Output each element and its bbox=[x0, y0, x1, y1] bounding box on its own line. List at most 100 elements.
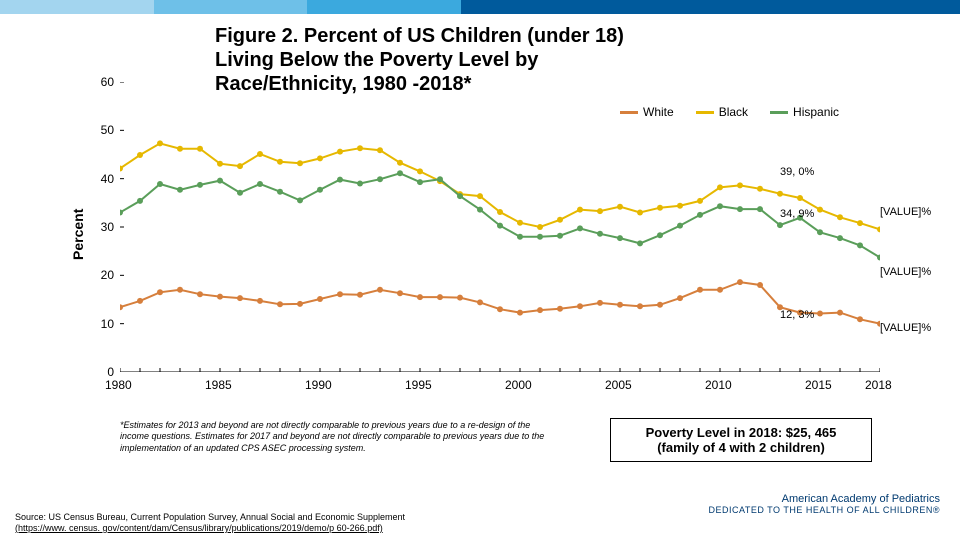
series-marker bbox=[537, 307, 543, 313]
series-marker bbox=[697, 287, 703, 293]
data-label: [VALUE]% bbox=[880, 322, 931, 334]
series-marker bbox=[677, 203, 683, 209]
series-marker bbox=[657, 302, 663, 308]
y-tick-label: 10 bbox=[101, 317, 114, 331]
poverty-box-line1: Poverty Level in 2018: $25, 465 bbox=[621, 425, 861, 440]
series-marker bbox=[197, 291, 203, 297]
series-marker bbox=[497, 209, 503, 215]
series-marker bbox=[177, 187, 183, 193]
series-marker bbox=[797, 195, 803, 201]
poverty-level-box: Poverty Level in 2018: $25, 465 (family … bbox=[610, 418, 872, 462]
series-marker bbox=[277, 159, 283, 165]
series-marker bbox=[777, 222, 783, 228]
series-marker bbox=[257, 151, 263, 157]
series-marker bbox=[397, 290, 403, 296]
series-marker bbox=[337, 149, 343, 155]
series-marker bbox=[717, 184, 723, 190]
stripe bbox=[154, 0, 308, 14]
series-marker bbox=[737, 206, 743, 212]
series-marker bbox=[417, 168, 423, 174]
stripe bbox=[0, 0, 154, 14]
source-line2: (https://www. census. gov/content/dam/Ce… bbox=[15, 523, 515, 534]
series-marker bbox=[557, 217, 563, 223]
series-marker bbox=[757, 282, 763, 288]
series-marker bbox=[617, 235, 623, 241]
y-tick-label: 50 bbox=[101, 123, 114, 137]
series-marker bbox=[377, 176, 383, 182]
series-marker bbox=[777, 191, 783, 197]
series-marker bbox=[397, 160, 403, 166]
series-marker bbox=[697, 212, 703, 218]
data-label: [VALUE]% bbox=[880, 266, 931, 278]
stripe bbox=[461, 0, 960, 14]
series-marker bbox=[557, 306, 563, 312]
series-marker bbox=[577, 303, 583, 309]
series-marker bbox=[237, 295, 243, 301]
series-marker bbox=[737, 279, 743, 285]
series-marker bbox=[717, 287, 723, 293]
series-marker bbox=[237, 190, 243, 196]
series-marker bbox=[137, 298, 143, 304]
series-marker bbox=[297, 197, 303, 203]
series-marker bbox=[657, 232, 663, 238]
series-marker bbox=[477, 299, 483, 305]
footnote-text: *Estimates for 2013 and beyond are not d… bbox=[120, 420, 560, 454]
logo-tagline: DEDICATED TO THE HEALTH OF ALL CHILDREN® bbox=[708, 505, 940, 515]
series-marker bbox=[357, 145, 363, 151]
series-marker bbox=[237, 163, 243, 169]
series-marker bbox=[417, 179, 423, 185]
series-marker bbox=[697, 198, 703, 204]
series-marker bbox=[637, 210, 643, 216]
series-marker bbox=[317, 187, 323, 193]
source-line1: Source: US Census Bureau, Current Popula… bbox=[15, 512, 515, 523]
chart-plot-area bbox=[120, 82, 880, 372]
x-tick-label: 1980 bbox=[105, 378, 132, 392]
chart-title-line2: Living Below the Poverty Level by bbox=[215, 48, 624, 72]
x-tick-label: 2000 bbox=[505, 378, 532, 392]
y-tick-label: 40 bbox=[101, 172, 114, 186]
series-marker bbox=[317, 296, 323, 302]
series-line-white bbox=[120, 282, 880, 324]
chart-title-line1: Figure 2. Percent of US Children (under … bbox=[215, 24, 624, 48]
series-marker bbox=[337, 291, 343, 297]
x-tick-label: 2010 bbox=[705, 378, 732, 392]
series-marker bbox=[197, 146, 203, 152]
series-marker bbox=[817, 311, 823, 317]
x-tick-label: 1990 bbox=[305, 378, 332, 392]
x-tick-label: 1995 bbox=[405, 378, 432, 392]
series-marker bbox=[120, 304, 123, 310]
series-marker bbox=[517, 220, 523, 226]
series-marker bbox=[157, 289, 163, 295]
series-marker bbox=[477, 193, 483, 199]
series-marker bbox=[177, 146, 183, 152]
series-marker bbox=[837, 310, 843, 316]
series-marker bbox=[297, 160, 303, 166]
series-marker bbox=[137, 198, 143, 204]
series-marker bbox=[277, 189, 283, 195]
series-marker bbox=[577, 207, 583, 213]
data-label: [VALUE]% bbox=[880, 206, 931, 218]
series-marker bbox=[617, 302, 623, 308]
series-marker bbox=[737, 182, 743, 188]
series-marker bbox=[597, 300, 603, 306]
series-marker bbox=[637, 303, 643, 309]
logo-main: American Academy of Pediatrics bbox=[708, 493, 940, 505]
y-tick-label: 20 bbox=[101, 268, 114, 282]
data-label: 39, 0% bbox=[780, 166, 814, 178]
y-axis-title: Percent bbox=[70, 209, 86, 260]
series-marker bbox=[817, 229, 823, 235]
x-tick-label: 2018 bbox=[865, 378, 892, 392]
series-marker bbox=[617, 204, 623, 210]
series-marker bbox=[517, 310, 523, 316]
series-marker bbox=[357, 292, 363, 298]
series-marker bbox=[677, 223, 683, 229]
series-marker bbox=[177, 287, 183, 293]
series-marker bbox=[417, 294, 423, 300]
series-marker bbox=[457, 193, 463, 199]
series-marker bbox=[817, 207, 823, 213]
series-marker bbox=[757, 186, 763, 192]
series-marker bbox=[537, 224, 543, 230]
series-marker bbox=[857, 242, 863, 248]
x-tick-label: 2015 bbox=[805, 378, 832, 392]
series-marker bbox=[377, 147, 383, 153]
